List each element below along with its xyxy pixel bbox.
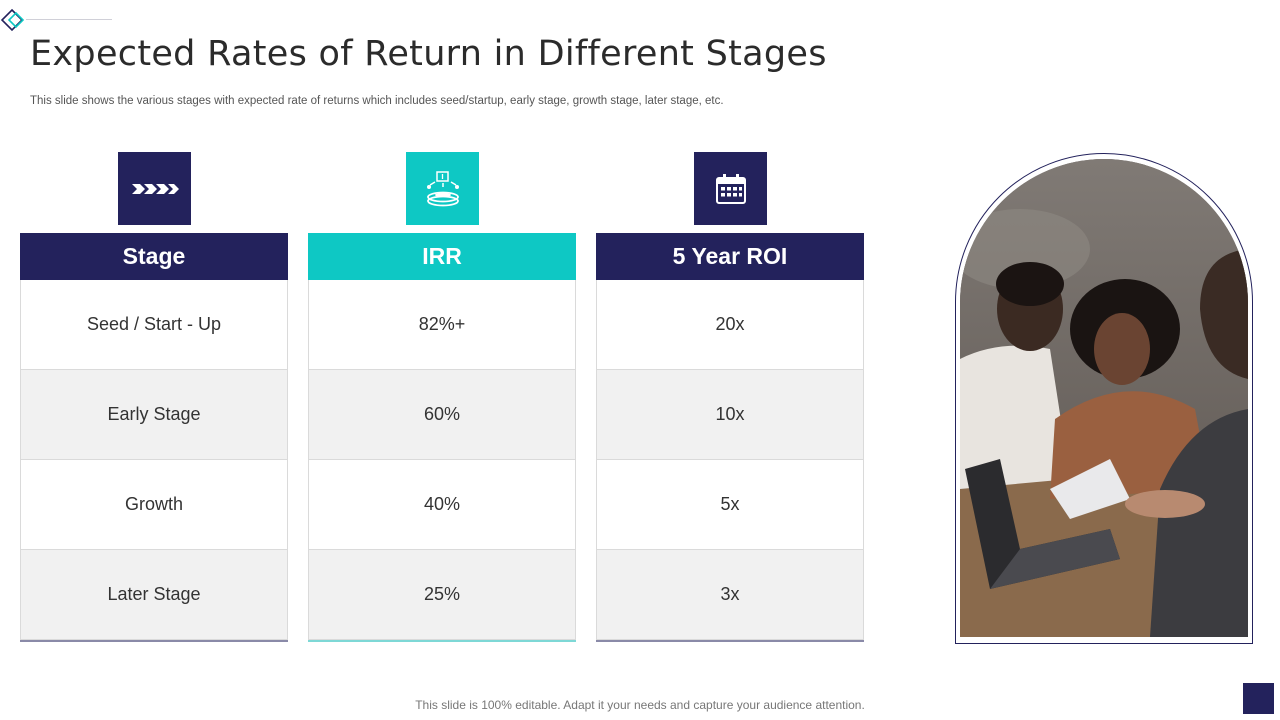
- roi-header: 5 Year ROI: [596, 233, 864, 280]
- table-cell: 5x: [596, 460, 864, 550]
- calendar-icon: [715, 173, 746, 204]
- column-base-line: [596, 640, 864, 642]
- irr-icon-box: [406, 152, 479, 225]
- irr-column: IRR 82%+ 60% 40% 25%: [308, 233, 576, 642]
- roi-column: 5 Year ROI 20x 10x 5x 3x: [596, 233, 864, 642]
- logo-icon: [0, 8, 25, 32]
- page-subtitle: This slide shows the various stages with…: [30, 95, 724, 107]
- page-title: Expected Rates of Return in Different St…: [30, 34, 827, 74]
- table-cell: 3x: [596, 550, 864, 640]
- table-cell: 20x: [596, 280, 864, 370]
- roi-icon-box: [694, 152, 767, 225]
- table-cell: 82%+: [308, 280, 576, 370]
- photo-frame: [955, 153, 1253, 644]
- stage-column: Stage Seed / Start - Up Early Stage Grow…: [20, 233, 288, 642]
- corner-accent: [1243, 683, 1274, 714]
- stage-icon-box: [118, 152, 191, 225]
- money-growth-icon: [426, 170, 459, 206]
- table-cell: Early Stage: [20, 370, 288, 460]
- footer-note: This slide is 100% editable. Adapt it yo…: [415, 698, 865, 712]
- table-cell: Seed / Start - Up: [20, 280, 288, 370]
- team-photo: [960, 159, 1248, 637]
- table-cell: 10x: [596, 370, 864, 460]
- table-cell: Growth: [20, 460, 288, 550]
- header-rule: [26, 19, 112, 20]
- chevrons-icon: [131, 183, 179, 194]
- table-cell: 25%: [308, 550, 576, 640]
- table-cell: 60%: [308, 370, 576, 460]
- column-base-line: [20, 640, 288, 642]
- table-cell: Later Stage: [20, 550, 288, 640]
- table-cell: 40%: [308, 460, 576, 550]
- stage-header: Stage: [20, 233, 288, 280]
- irr-header: IRR: [308, 233, 576, 280]
- column-base-line: [308, 640, 576, 642]
